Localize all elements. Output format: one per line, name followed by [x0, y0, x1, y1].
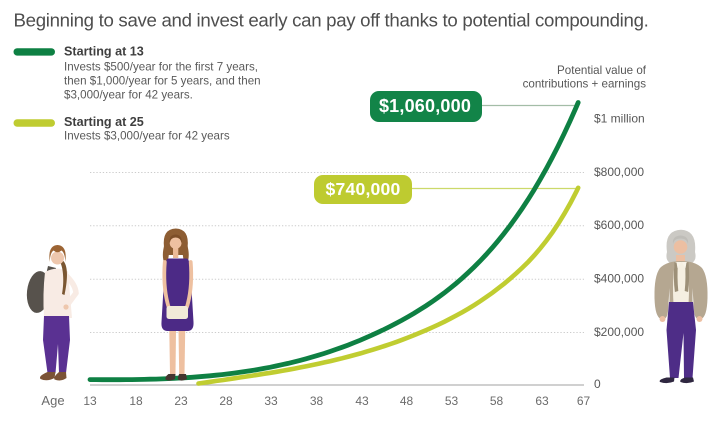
- svg-text:23: 23: [174, 394, 188, 408]
- svg-text:Potential value of: Potential value of: [557, 64, 647, 77]
- svg-text:18: 18: [129, 394, 143, 408]
- svg-text:$740,000: $740,000: [326, 179, 401, 199]
- svg-text:contributions + earnings: contributions + earnings: [523, 78, 647, 91]
- svg-text:$3,000/year for 42 years.: $3,000/year for 42 years.: [64, 89, 193, 102]
- svg-text:$1,060,000: $1,060,000: [379, 96, 471, 116]
- svg-text:33: 33: [264, 394, 278, 408]
- svg-text:38: 38: [310, 394, 324, 408]
- svg-text:Starting at 25: Starting at 25: [64, 115, 144, 129]
- svg-text:0: 0: [594, 377, 601, 391]
- svg-text:48: 48: [400, 394, 414, 408]
- svg-text:$200,000: $200,000: [594, 325, 644, 339]
- svg-text:28: 28: [219, 394, 233, 408]
- svg-text:$600,000: $600,000: [594, 218, 644, 232]
- svg-text:58: 58: [490, 394, 504, 408]
- svg-text:$400,000: $400,000: [594, 272, 644, 286]
- svg-text:43: 43: [355, 394, 369, 408]
- svg-text:$1 million: $1 million: [594, 112, 645, 126]
- svg-text:13: 13: [83, 394, 97, 408]
- svg-text:$800,000: $800,000: [594, 165, 644, 179]
- svg-text:Invests $500/year for the firs: Invests $500/year for the first 7 years,: [64, 60, 258, 73]
- svg-text:53: 53: [445, 394, 459, 408]
- svg-text:67: 67: [577, 394, 591, 408]
- svg-text:Age: Age: [41, 393, 64, 408]
- svg-text:Beginning to save and invest e: Beginning to save and invest early can p…: [14, 9, 649, 30]
- svg-text:then $1,000/year for 5 years,: then $1,000/year for 5 years, and then: [64, 74, 261, 87]
- svg-text:63: 63: [535, 394, 549, 408]
- svg-text:Invests $3,000/year for 42 yea: Invests $3,000/year for 42 years: [64, 130, 230, 143]
- svg-text:Starting at 13: Starting at 13: [64, 45, 144, 59]
